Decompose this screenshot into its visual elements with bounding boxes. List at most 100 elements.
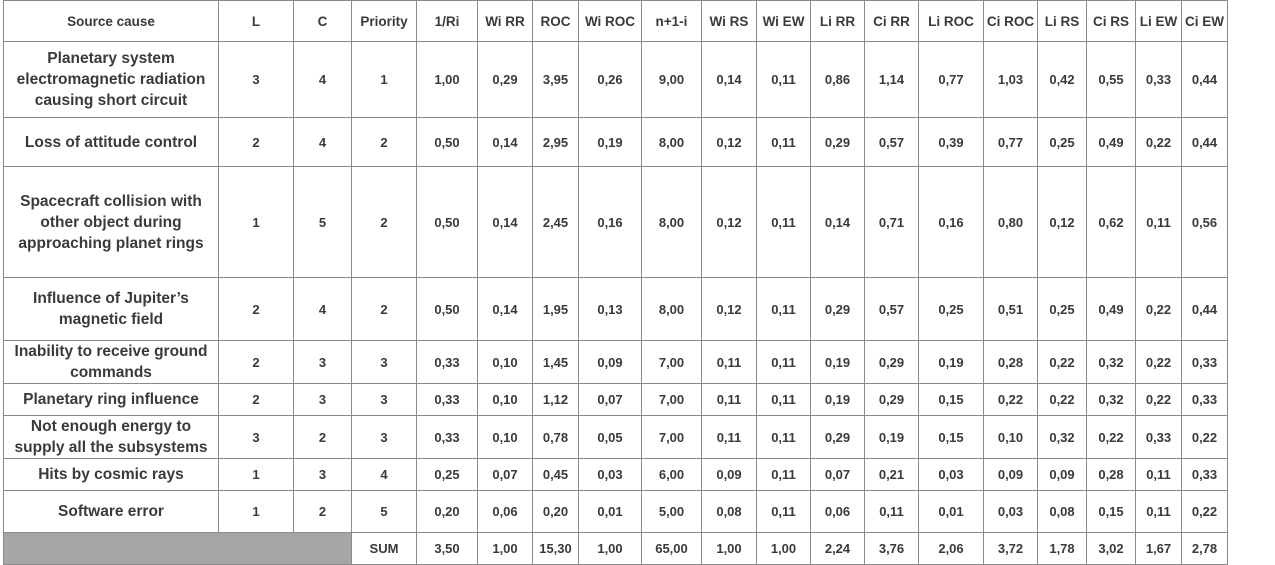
value-cell: 0,05: [578, 415, 642, 459]
value-cell: 0,50: [416, 166, 478, 278]
table-row: Planetary system electromagnetic radiati…: [3, 41, 1228, 118]
value-cell: 2: [293, 490, 352, 533]
source-cause-cell: Planetary system electromagnetic radiati…: [3, 41, 219, 118]
value-cell: 3: [218, 41, 294, 118]
value-cell: 0,62: [1086, 166, 1136, 278]
value-cell: 7,00: [641, 415, 702, 459]
value-cell: 2: [351, 117, 417, 167]
column-header: Source cause: [3, 0, 219, 42]
value-cell: 1,95: [532, 277, 579, 341]
table-row: Planetary ring influence 2 3 3 0,33 0,10 1,12 0…: [3, 383, 1228, 416]
value-cell: 2,45: [532, 166, 579, 278]
value-cell: 0,22: [983, 383, 1038, 416]
value-cell: 0,28: [1086, 458, 1136, 491]
value-cell: 0,08: [1037, 490, 1087, 533]
value-cell: 0,51: [983, 277, 1038, 341]
value-cell: 4: [293, 117, 352, 167]
table-row: Not enough energy to supply all the subs…: [3, 415, 1228, 459]
value-cell: 3: [351, 340, 417, 384]
value-cell: 0,45: [532, 458, 579, 491]
value-cell: 0,06: [477, 490, 533, 533]
sum-value-cell: 3,50: [416, 532, 478, 565]
value-cell: 2: [293, 415, 352, 459]
column-header: Li RR: [810, 0, 865, 42]
sum-value-cell: 15,30: [532, 532, 579, 565]
header-row: Source cause L C Priority 1/Ri Wi RR ROC Wi ROC…: [3, 0, 1228, 42]
column-header: Li EW: [1135, 0, 1182, 42]
value-cell: 4: [351, 458, 417, 491]
value-cell: 2: [218, 340, 294, 384]
value-cell: 0,33: [1135, 41, 1182, 118]
value-cell: 0,11: [756, 117, 811, 167]
value-cell: 0,44: [1181, 117, 1228, 167]
source-cause-cell: Planetary ring influence: [3, 383, 219, 416]
value-cell: 0,11: [701, 383, 757, 416]
value-cell: 0,22: [1135, 383, 1182, 416]
column-header: Wi EW: [756, 0, 811, 42]
column-header: Wi RS: [701, 0, 757, 42]
value-cell: 3: [351, 383, 417, 416]
source-cause-cell: Not enough energy to supply all the subs…: [3, 415, 219, 459]
value-cell: 0,15: [1086, 490, 1136, 533]
column-header: Ci EW: [1181, 0, 1228, 42]
value-cell: 0,32: [1086, 340, 1136, 384]
value-cell: 0,22: [1135, 340, 1182, 384]
sum-value-cell: 3,02: [1086, 532, 1136, 565]
sum-value-cell: 2,24: [810, 532, 865, 565]
source-cause-cell: Loss of attitude control: [3, 117, 219, 167]
value-cell: 3,95: [532, 41, 579, 118]
sum-value-cell: 3,76: [864, 532, 919, 565]
sum-value-cell: 1,00: [578, 532, 642, 565]
value-cell: 0,03: [983, 490, 1038, 533]
value-cell: 8,00: [641, 277, 702, 341]
table-row: Hits by cosmic rays 1 3 4 0,25 0,07 0,45 0,03 6,…: [3, 458, 1228, 491]
value-cell: 0,14: [477, 117, 533, 167]
table-row: Influence of Jupiter’s magnetic field 2 4 2…: [3, 277, 1228, 341]
value-cell: 2: [351, 166, 417, 278]
value-cell: 0,78: [532, 415, 579, 459]
value-cell: 0,08: [701, 490, 757, 533]
value-cell: 3: [218, 415, 294, 459]
value-cell: 0,39: [918, 117, 984, 167]
value-cell: 0,29: [810, 277, 865, 341]
value-cell: 0,71: [864, 166, 919, 278]
value-cell: 2: [351, 277, 417, 341]
value-cell: 0,12: [701, 117, 757, 167]
value-cell: 0,25: [1037, 117, 1087, 167]
value-cell: 0,22: [1086, 415, 1136, 459]
value-cell: 7,00: [641, 383, 702, 416]
sum-value-cell: 1,78: [1037, 532, 1087, 565]
value-cell: 0,10: [477, 383, 533, 416]
value-cell: 3: [293, 383, 352, 416]
value-cell: 2: [218, 117, 294, 167]
value-cell: 1,45: [532, 340, 579, 384]
value-cell: 0,10: [983, 415, 1038, 459]
value-cell: 0,15: [918, 415, 984, 459]
value-cell: 0,09: [1037, 458, 1087, 491]
value-cell: 0,49: [1086, 117, 1136, 167]
value-cell: 0,20: [416, 490, 478, 533]
value-cell: 9,00: [641, 41, 702, 118]
column-header: Ci ROC: [983, 0, 1038, 42]
value-cell: 0,11: [1135, 490, 1182, 533]
sum-value-cell: 2,06: [918, 532, 984, 565]
value-cell: 2: [218, 383, 294, 416]
value-cell: 0,11: [756, 41, 811, 118]
value-cell: 0,19: [864, 415, 919, 459]
column-header: Wi RR: [477, 0, 533, 42]
value-cell: 1: [218, 166, 294, 278]
value-cell: 0,16: [918, 166, 984, 278]
value-cell: 0,07: [477, 458, 533, 491]
value-cell: 0,11: [756, 458, 811, 491]
value-cell: 0,15: [918, 383, 984, 416]
value-cell: 1: [351, 41, 417, 118]
value-cell: 0,10: [477, 340, 533, 384]
table-body: Source cause L C Priority 1/Ri Wi RR ROC Wi ROC…: [3, 0, 1228, 565]
sum-blank-cell: [3, 532, 352, 565]
sum-value-cell: 1,00: [756, 532, 811, 565]
value-cell: 0,29: [810, 415, 865, 459]
value-cell: 7,00: [641, 340, 702, 384]
value-cell: 0,19: [578, 117, 642, 167]
value-cell: 3: [293, 340, 352, 384]
value-cell: 0,29: [477, 41, 533, 118]
